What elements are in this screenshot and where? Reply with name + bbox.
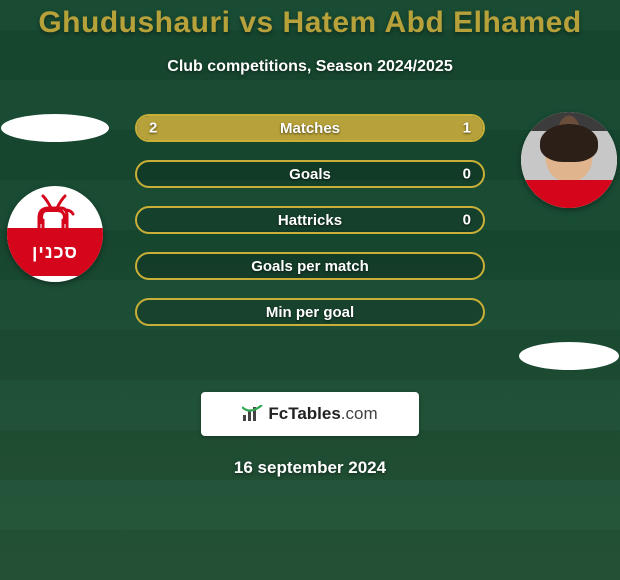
stat-label: Hattricks — [278, 212, 342, 229]
brand-suffix: .com — [341, 404, 378, 423]
player-right-side — [514, 112, 620, 370]
brand-main: FcTables — [268, 404, 340, 423]
antelope-icon — [33, 194, 77, 232]
stat-bar: 2 1 Matches — [135, 114, 485, 142]
stat-bars: 2 1 Matches 0 Goals 0 Hattricks Goals per match… — [135, 114, 485, 344]
stat-label: Min per goal — [266, 304, 354, 321]
bar-chart-icon — [242, 405, 264, 423]
stat-bar: Min per goal — [135, 298, 485, 326]
stat-bar: 0 Goals — [135, 160, 485, 188]
stat-bar: 0 Hattricks — [135, 206, 485, 234]
stat-label: Matches — [280, 120, 340, 137]
club-badge-band: סכנין — [7, 228, 103, 276]
player-left-side: סכנין — [0, 114, 110, 282]
content: Ghudushauri vs Hatem Abd Elhamed Club co… — [0, 0, 620, 580]
stat-label: Goals per match — [251, 258, 369, 275]
brand-text: FcTables.com — [268, 404, 377, 424]
stat-value-right: 1 — [463, 120, 471, 137]
arena: סכנין 2 1 Matches 0 Goals 0 Hattricks Goals per… — [0, 114, 620, 374]
player-photo-icon — [521, 112, 617, 208]
date: 16 september 2024 — [0, 458, 620, 478]
stat-value-left: 2 — [149, 120, 157, 137]
page-title: Ghudushauri vs Hatem Abd Elhamed — [0, 6, 620, 40]
stat-value-right: 0 — [463, 166, 471, 183]
stat-label: Goals — [289, 166, 331, 183]
player-left-badge: סכנין — [7, 186, 103, 282]
player-right-nameplate — [519, 342, 619, 370]
stat-value-right: 0 — [463, 212, 471, 229]
player-right-photo — [521, 112, 617, 208]
club-badge-text: סכנין — [32, 242, 78, 263]
club-badge-icon: סכנין — [7, 186, 103, 282]
subtitle: Club competitions, Season 2024/2025 — [0, 58, 620, 76]
stat-bar: Goals per match — [135, 252, 485, 280]
brand-box[interactable]: FcTables.com — [201, 392, 419, 436]
player-left-nameplate — [1, 114, 109, 142]
